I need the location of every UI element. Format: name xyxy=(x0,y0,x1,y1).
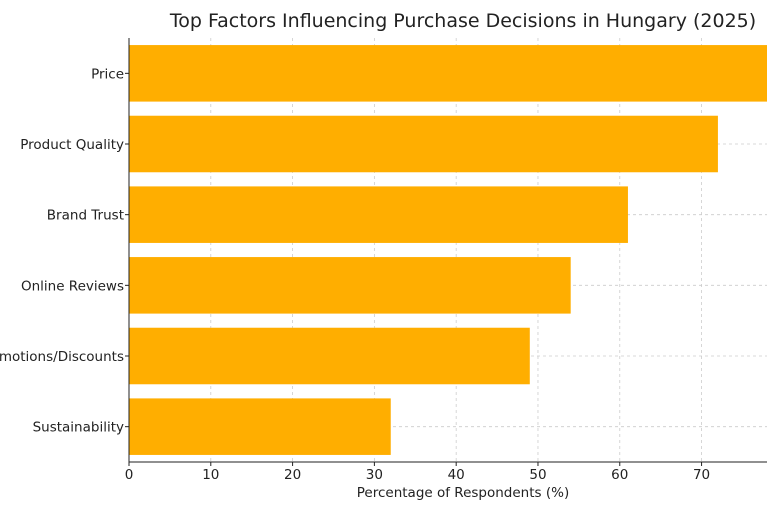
x-tick-labels: 0 10 20 30 40 50 60 70 xyxy=(125,467,710,483)
bar-brand-trust xyxy=(129,186,628,243)
x-tick-label: 40 xyxy=(448,467,465,483)
y-tick-label: Sustainability xyxy=(33,420,124,436)
x-tick-label: 70 xyxy=(693,467,710,483)
bars xyxy=(129,45,767,455)
x-tick-label: 20 xyxy=(284,467,301,483)
bar-online-reviews xyxy=(129,257,571,314)
x-tick-label: 10 xyxy=(202,467,219,483)
x-tick-label: 30 xyxy=(366,467,383,483)
y-tick-labels: Price Product Quality Brand Trust Online Re… xyxy=(0,66,124,435)
bar-price xyxy=(129,45,767,102)
x-tick-label: 60 xyxy=(611,467,628,483)
x-tick-label: 50 xyxy=(529,467,546,483)
y-tick-label: Brand Trust xyxy=(47,208,124,224)
bar-sustainability xyxy=(129,398,391,455)
bar-product-quality xyxy=(129,115,718,173)
y-tick-label: Promotions/Discounts xyxy=(0,349,124,365)
y-tick-label: Product Quality xyxy=(20,137,124,153)
bar-promotions-discounts xyxy=(129,327,530,385)
y-tick-label: Price xyxy=(91,66,124,82)
chart-title: Top Factors Influencing Purchase Decisio… xyxy=(169,10,756,32)
x-axis-label: Percentage of Respondents (%) xyxy=(357,485,569,501)
x-tick-label: 0 xyxy=(125,467,134,483)
y-tick-label: Online Reviews xyxy=(21,278,124,294)
axes xyxy=(125,38,767,466)
